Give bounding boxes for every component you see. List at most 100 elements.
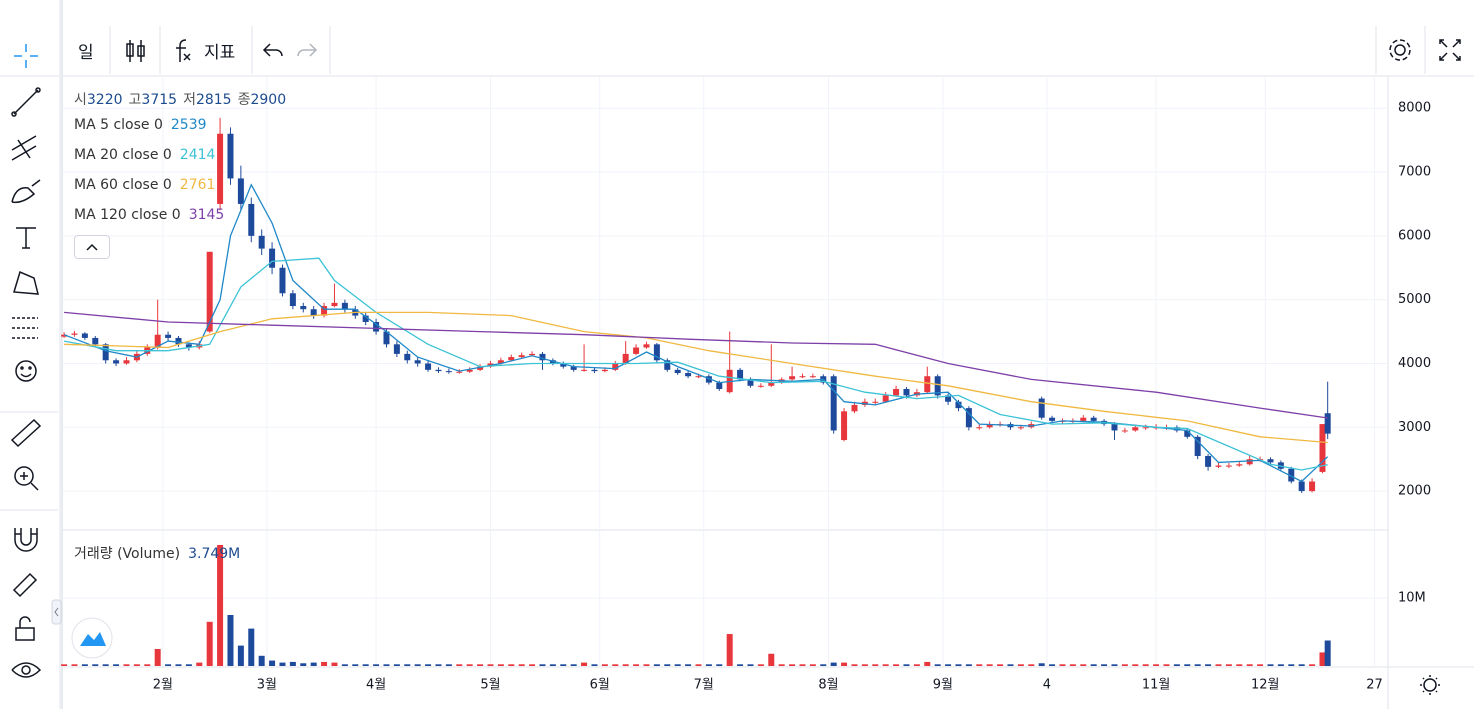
indicators-button[interactable]: 지표 bbox=[204, 43, 236, 63]
volume-bar bbox=[123, 664, 130, 666]
ma-name: MA 5 close 0 bbox=[74, 117, 163, 133]
top-toolbar-icons[interactable] bbox=[126, 39, 1461, 695]
volume-value: 3.749M bbox=[188, 546, 241, 562]
candle-body bbox=[1298, 481, 1305, 492]
interval-button[interactable]: 일 bbox=[78, 43, 94, 63]
volume-bar bbox=[237, 645, 244, 666]
candle-body bbox=[102, 344, 109, 361]
left-toolbar[interactable] bbox=[10, 44, 42, 678]
volume-bar bbox=[612, 664, 619, 666]
volume-bar bbox=[913, 664, 920, 666]
candle-body bbox=[1267, 459, 1274, 463]
candle-body bbox=[768, 382, 775, 386]
volume-bar bbox=[924, 661, 931, 666]
y-tick-label: 5000 bbox=[1398, 292, 1431, 307]
volume-bar bbox=[1324, 640, 1331, 666]
volume-bar bbox=[61, 664, 68, 666]
volume-bar bbox=[289, 661, 296, 666]
x-tick-label: 2월 bbox=[153, 678, 173, 693]
ohlc-value: 3220 bbox=[86, 92, 123, 108]
candle-body bbox=[1017, 427, 1024, 429]
volume-bar bbox=[997, 664, 1004, 666]
candle-body bbox=[716, 382, 723, 389]
candle-body bbox=[695, 376, 702, 378]
volume-bar bbox=[1163, 664, 1170, 666]
volume-bar bbox=[425, 664, 432, 666]
x-tick-label: 27 bbox=[1366, 678, 1383, 693]
candle-body bbox=[1288, 468, 1295, 482]
ohlc-label: 저 bbox=[183, 92, 196, 108]
volume-bar bbox=[81, 664, 88, 666]
volume-bar bbox=[1132, 664, 1139, 666]
volume-bar bbox=[591, 664, 598, 666]
candle-body bbox=[165, 334, 172, 338]
y-tick-label: 2000 bbox=[1398, 484, 1431, 499]
candle-body bbox=[841, 411, 848, 441]
candle-body bbox=[1080, 417, 1087, 421]
candle-body bbox=[237, 178, 244, 204]
volume-name: 거래량 (Volume) bbox=[74, 546, 181, 562]
legend-collapse-button[interactable] bbox=[74, 235, 110, 259]
ma-value: 3145 bbox=[188, 207, 225, 223]
ma-line bbox=[64, 311, 1328, 419]
candle-body bbox=[1319, 424, 1326, 472]
volume-bar bbox=[133, 664, 140, 666]
ma-line bbox=[63, 183, 1329, 483]
volume-bar bbox=[1101, 664, 1108, 666]
volume-bar bbox=[549, 664, 556, 666]
y-tick-label: 4000 bbox=[1398, 356, 1431, 371]
ma-value: 2414 bbox=[179, 147, 216, 163]
volume-bar bbox=[830, 662, 837, 666]
x-tick-label: 12월 bbox=[1251, 678, 1280, 693]
candle-body bbox=[747, 379, 754, 386]
ohlc-value: 3715 bbox=[141, 92, 178, 108]
volume-bar bbox=[144, 664, 151, 666]
candle-body bbox=[248, 203, 255, 236]
candle-body bbox=[456, 371, 463, 373]
candle-body bbox=[945, 395, 952, 402]
volume-bar bbox=[601, 664, 608, 666]
candle-body bbox=[341, 302, 348, 310]
volume-bar bbox=[1007, 664, 1014, 666]
volume-bar bbox=[965, 664, 972, 666]
volume-bar bbox=[768, 653, 775, 666]
volume-bar bbox=[861, 664, 868, 666]
candle-body bbox=[518, 355, 525, 358]
candle-body bbox=[477, 366, 484, 370]
candle-body bbox=[362, 315, 369, 322]
volume-bar bbox=[1309, 664, 1316, 666]
candle-body bbox=[622, 353, 629, 364]
volume-bar bbox=[154, 649, 161, 666]
volume-bar bbox=[71, 664, 78, 666]
volume-bar bbox=[1049, 664, 1056, 666]
candle-body bbox=[1142, 427, 1149, 429]
volume-bar bbox=[799, 664, 806, 666]
candle-body bbox=[393, 344, 400, 354]
candle-body bbox=[976, 427, 983, 429]
candle-body bbox=[601, 369, 608, 372]
candle-body bbox=[1225, 465, 1232, 467]
candle-body bbox=[310, 309, 317, 316]
volume-bar bbox=[227, 615, 234, 666]
x-tick-label: 7월 bbox=[694, 678, 714, 693]
candle-body bbox=[570, 366, 577, 370]
candle-body bbox=[1236, 464, 1243, 466]
candle-body bbox=[113, 360, 120, 364]
y-tick-label: 6000 bbox=[1398, 228, 1431, 243]
ma-legend-row: MA 60 close 0 2761 bbox=[74, 177, 215, 193]
candle-body bbox=[321, 306, 328, 316]
volume-bar bbox=[352, 664, 359, 666]
logo[interactable] bbox=[71, 617, 113, 659]
volume-bar bbox=[1277, 664, 1284, 666]
volume-bar bbox=[1038, 663, 1045, 666]
candle-body bbox=[373, 321, 380, 332]
candle-body bbox=[757, 385, 764, 387]
volume-bar bbox=[1194, 664, 1201, 666]
volume-bar bbox=[893, 664, 900, 666]
volume-bar bbox=[404, 664, 411, 666]
ohlc-legend: 시3220 고3715 저2815 종2900 bbox=[74, 89, 292, 109]
pane-collapse[interactable] bbox=[51, 599, 62, 625]
x-tick-label: 8월 bbox=[818, 678, 838, 693]
